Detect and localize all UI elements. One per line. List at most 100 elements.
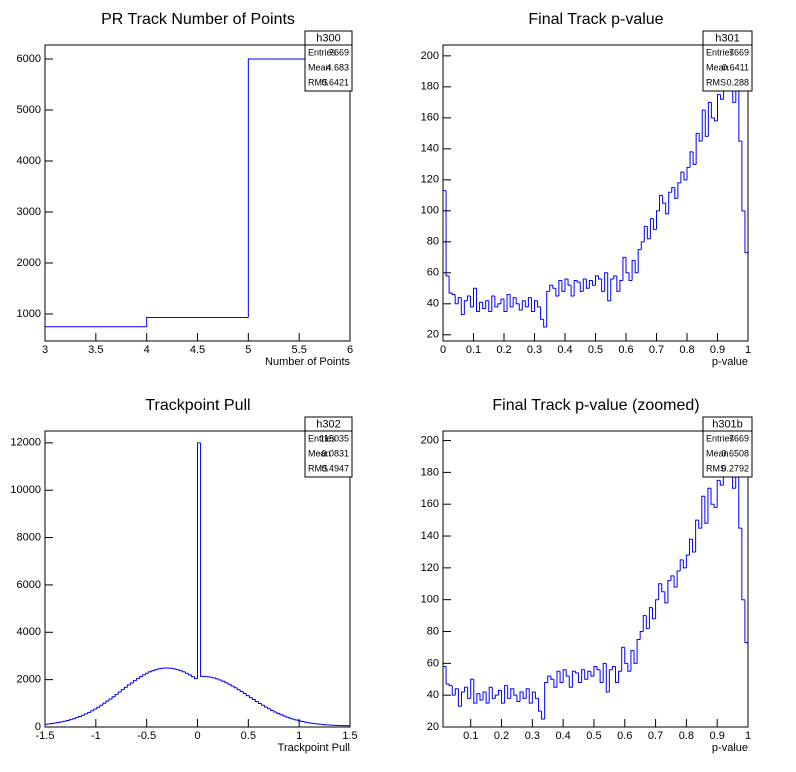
histogram-bin	[519, 691, 524, 702]
stats-value: 7669	[729, 47, 749, 57]
y-tick-label: 140	[421, 530, 439, 542]
histogram-bin	[671, 187, 675, 193]
frame	[442, 44, 749, 342]
histogram-bin	[482, 302, 486, 309]
histogram-bin	[578, 672, 582, 683]
histogram-bin	[509, 294, 514, 308]
histogram-bin	[62, 720, 67, 722]
stats-label: RMS	[706, 77, 726, 87]
histogram-bin	[497, 689, 502, 696]
histogram-bin	[591, 280, 596, 286]
histogram-bin	[668, 191, 672, 214]
histogram-bin	[585, 279, 590, 289]
y-tick-label: 10000	[10, 484, 41, 496]
y-tick-label: 120	[421, 562, 439, 574]
y-tick-label: 200	[421, 434, 439, 446]
histogram-bin	[139, 676, 143, 679]
histogram-bin	[516, 695, 521, 703]
chart-title: Final Track p-value	[528, 11, 663, 28]
stats-value: -0.0831	[318, 448, 349, 458]
histogram-bin	[479, 301, 483, 312]
histogram-bin	[460, 691, 465, 707]
histogram-bin	[568, 676, 573, 688]
histogram-bin	[710, 102, 715, 119]
histogram-bin	[676, 570, 681, 587]
histogram-bin	[656, 210, 660, 230]
histogram-bin	[512, 297, 517, 307]
chart-title: Final Track p-value (zoomed)	[492, 397, 699, 414]
histogram-bin	[717, 94, 721, 121]
histogram-bin	[218, 678, 222, 681]
x-tick-label: 0.4	[557, 344, 572, 356]
histogram-bin	[114, 693, 119, 697]
histogram-bin	[667, 580, 671, 603]
histogram-bin	[707, 101, 712, 137]
stats-value: 0.2792	[721, 463, 749, 473]
histogram-bin	[476, 693, 480, 704]
histogram-bin	[172, 668, 177, 670]
histogram-bin	[494, 296, 498, 308]
histogram-bin	[741, 528, 745, 601]
histogram-bin	[288, 717, 293, 719]
y-tick-label: 180	[421, 466, 439, 478]
histogram-bin	[479, 693, 484, 701]
histogram-bin	[279, 713, 283, 716]
histogram-bin	[598, 275, 602, 280]
histogram-bin	[482, 691, 487, 700]
stats-value: 115035	[320, 433, 349, 443]
histogram-bin	[670, 575, 675, 581]
y-tick-label: 80	[427, 236, 439, 248]
y-tick-label: 200	[421, 50, 439, 62]
histogram-bin	[627, 663, 631, 672]
x-tick-label: 0.6	[617, 730, 632, 742]
histogram-bin	[625, 257, 630, 274]
histogram-bin	[633, 650, 638, 664]
histogram-bin	[673, 575, 678, 588]
histogram-bin	[258, 701, 262, 704]
histogram-bin	[624, 647, 628, 664]
histogram-bin	[500, 298, 504, 304]
histogram-bin	[175, 668, 180, 671]
x-tick-label: 0.5	[586, 730, 601, 742]
histogram-bin	[248, 695, 253, 699]
histogram-bin	[136, 678, 140, 681]
histogram-bin	[534, 691, 539, 699]
stats-value: 4.683	[326, 62, 349, 72]
histogram-bin	[593, 666, 598, 677]
histogram-bin	[178, 669, 183, 672]
stats-value: 0.288	[726, 77, 749, 87]
y-tick-label: 6000	[17, 53, 41, 65]
stats-value: 0.6421	[321, 77, 349, 87]
x-tick-label: -1	[91, 730, 101, 742]
histogram-bin	[540, 306, 544, 320]
histogram-bin	[677, 182, 681, 199]
histogram-bin	[59, 721, 64, 723]
histogram-bin	[485, 300, 489, 309]
histogram-bin	[596, 666, 601, 671]
histogram-bin	[661, 583, 665, 593]
histogram-bin	[738, 456, 742, 529]
histogram-bin	[643, 225, 648, 242]
histogram-bin	[588, 280, 593, 289]
histogram-bin	[674, 187, 678, 199]
histogram-bin	[608, 669, 613, 692]
histogram-bin	[65, 720, 70, 722]
stats-label: Mean	[308, 62, 331, 72]
histogram-bin	[701, 109, 706, 142]
histogram-bin	[616, 275, 620, 292]
histogram-bin	[546, 290, 550, 328]
histogram-bin	[123, 686, 128, 690]
x-tick-label: 0.1	[463, 730, 478, 742]
histogram-bin	[646, 226, 651, 240]
x-tick-label: 4.5	[190, 344, 205, 356]
histogram-bin	[525, 688, 530, 699]
histogram-bin	[497, 303, 501, 307]
histogram-bin	[56, 722, 61, 724]
histogram-bin	[524, 300, 529, 308]
histogram-bin	[126, 684, 131, 688]
histogram-bin	[181, 670, 186, 673]
x-tick-label: 4	[144, 344, 150, 356]
y-tick-label: 100	[421, 205, 439, 217]
stats-value: 0.4947	[321, 463, 349, 473]
histogram-bin	[522, 691, 527, 699]
